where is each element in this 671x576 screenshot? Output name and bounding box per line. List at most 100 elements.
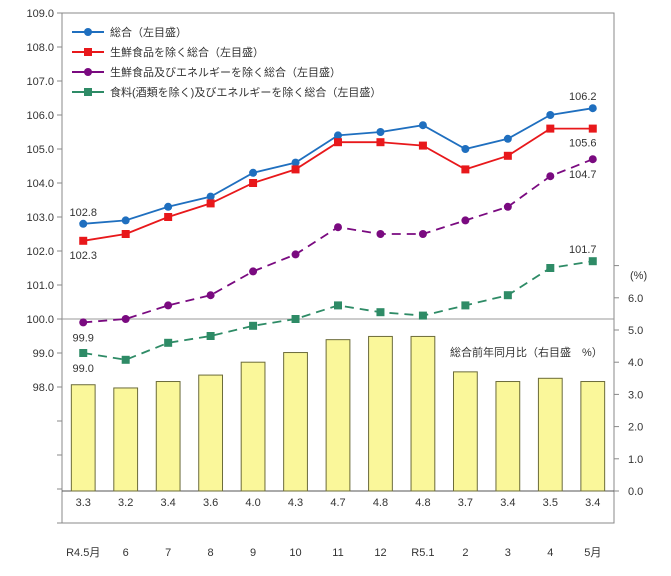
data-point	[249, 321, 258, 330]
x-tick-label: 3	[505, 547, 511, 559]
x-tick-label: 6	[123, 547, 129, 559]
bar-value-label: 3.7	[458, 497, 473, 509]
data-point	[546, 172, 555, 181]
bar-value-label: 4.7	[330, 497, 345, 509]
data-point	[121, 216, 130, 225]
data-point	[79, 219, 88, 228]
right-tick-label: 3.0	[628, 389, 643, 401]
x-tick-label: 9	[250, 547, 256, 559]
data-point	[79, 318, 88, 327]
data-point	[206, 199, 215, 208]
left-tick-label: 106.0	[26, 110, 54, 122]
data-label: 99.9	[73, 332, 94, 344]
data-point	[461, 165, 470, 174]
data-point	[418, 311, 427, 320]
legend-marker	[84, 68, 92, 76]
data-point	[334, 301, 342, 310]
bar-yoy	[580, 381, 606, 492]
data-point	[588, 155, 597, 164]
plot-frame	[61, 12, 615, 524]
series-line	[83, 158, 594, 324]
legend-label: 総合（左目盛）	[110, 25, 187, 39]
x-tick-label: 7	[165, 547, 171, 559]
data-point	[546, 124, 555, 133]
data-point	[164, 202, 173, 211]
left-tick-label: 107.0	[26, 76, 54, 88]
legend-label: 生鮮食品及びエネルギーを除く総合（左目盛）	[110, 65, 341, 79]
right-axis-unit: (%)	[630, 270, 647, 282]
data-point	[418, 121, 427, 130]
bar-yoy	[198, 374, 224, 492]
right-tick-label: 0.0	[628, 486, 643, 498]
x-tick-label: 12	[374, 547, 386, 559]
bar-yoy	[240, 361, 266, 492]
data-point	[376, 308, 385, 317]
left-tick-label: 108.0	[26, 42, 54, 54]
data-point	[121, 315, 130, 323]
bar-yoy	[70, 384, 96, 492]
bar-series-label: 総合前年同月比（右目盛 %）	[450, 345, 603, 359]
bar-value-label: 3.6	[203, 497, 218, 509]
series-line	[83, 107, 593, 225]
bar-value-label: 3.4	[500, 497, 515, 509]
data-point	[164, 338, 173, 347]
data-point	[206, 291, 215, 300]
data-point	[334, 138, 342, 147]
bar-yoy	[368, 335, 393, 492]
left-tick-label: 98.0	[33, 382, 54, 394]
data-point	[546, 264, 555, 272]
data-point	[503, 202, 512, 211]
data-label: 105.6	[569, 138, 597, 150]
data-point	[334, 131, 342, 140]
bar-yoy	[113, 387, 139, 492]
data-point	[291, 315, 300, 323]
legend-marker	[84, 28, 92, 36]
x-tick-label: 2	[462, 547, 468, 559]
data-point	[461, 216, 470, 225]
data-point	[588, 124, 597, 133]
left-tick-label: 99.0	[33, 348, 54, 360]
bar-value-label: 4.3	[288, 497, 303, 509]
bar-yoy	[283, 352, 308, 492]
bar-value-label: 3.3	[76, 497, 91, 509]
x-tick-label: 11	[332, 547, 343, 559]
x-tick-label: 5月	[584, 547, 601, 559]
bar-yoy	[325, 339, 351, 492]
data-point	[121, 230, 130, 238]
x-tick-label: R4.5月	[66, 547, 100, 559]
bar-value-label: 4.8	[415, 497, 430, 509]
data-point	[249, 168, 258, 177]
data-point	[79, 236, 88, 245]
x-tick-label: 8	[208, 547, 214, 559]
bar-yoy	[452, 371, 478, 492]
left-tick-label: 109.0	[26, 8, 54, 20]
data-point	[418, 141, 427, 150]
data-label: 99.0	[73, 363, 94, 375]
data-label: 102.3	[69, 250, 97, 262]
bar-value-label: 4.0	[245, 497, 260, 509]
data-point	[79, 349, 88, 357]
right-tick-label: 5.0	[628, 325, 643, 337]
data-point	[376, 230, 385, 238]
bar-yoy	[155, 381, 181, 492]
bar-value-label: 3.4	[585, 497, 600, 509]
bar-yoy	[495, 381, 521, 492]
data-point	[206, 332, 215, 340]
left-tick-label: 105.0	[26, 144, 54, 156]
data-point	[588, 104, 597, 113]
data-point	[461, 301, 470, 310]
right-tick-label: 4.0	[628, 357, 643, 369]
data-point	[291, 165, 300, 174]
data-point	[164, 301, 173, 310]
data-point	[503, 151, 512, 160]
right-tick-label: 1.0	[628, 454, 643, 466]
data-point	[206, 192, 215, 201]
data-point	[503, 134, 512, 143]
data-point	[164, 213, 173, 221]
data-point	[376, 128, 385, 136]
data-label: 106.2	[569, 91, 597, 103]
right-tick-label: 6.0	[628, 293, 643, 305]
x-tick-label: 10	[289, 547, 301, 559]
